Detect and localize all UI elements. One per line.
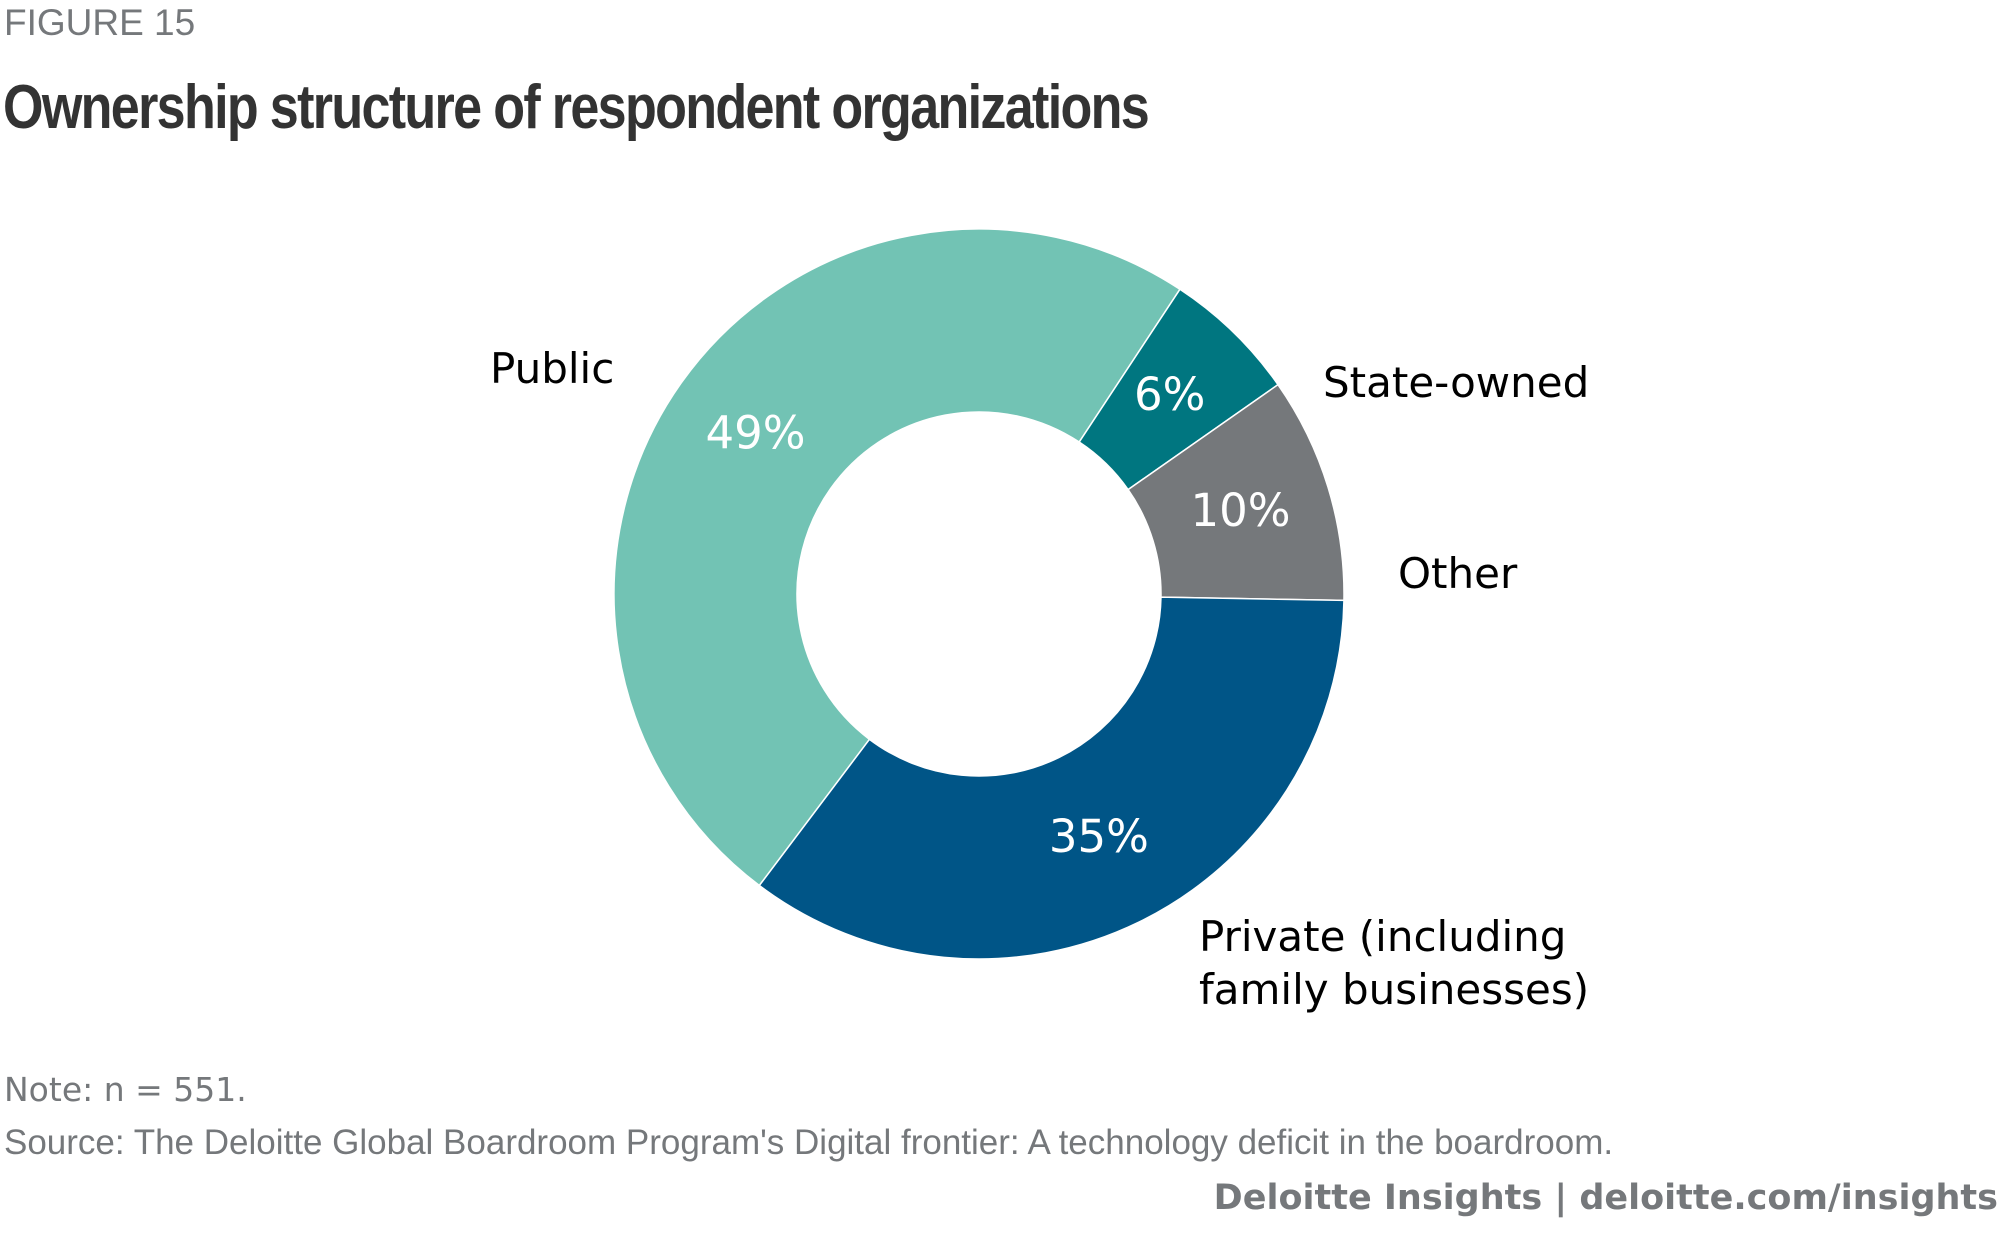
chart-title: Ownership structure of respondent organi… [3, 73, 1150, 142]
chart-note: Note: n = 551. [4, 1070, 247, 1109]
chart-source: Source: The Deloitte Global Boardroom Pr… [4, 1123, 1614, 1162]
slice-private-including-family-businesses [758, 596, 1345, 960]
data-label-public: 49% [705, 406, 805, 459]
publisher-credit: Deloitte Insights | deloitte.com/insight… [1213, 1178, 1998, 1218]
data-label-state-owned: 6% [1134, 368, 1205, 421]
category-label-state-owned: State-owned [1323, 358, 1589, 407]
slice-public [613, 228, 1181, 887]
category-label-private-line2: family businesses) [1199, 965, 1589, 1014]
data-label-private-including-family-businesses: 35% [1049, 810, 1149, 863]
figure-label: FIGURE 15 [4, 2, 196, 43]
data-label-other: 10% [1191, 484, 1291, 537]
category-label-public: Public [490, 344, 614, 393]
category-label-other: Other [1398, 549, 1518, 598]
category-label-private-line1: Private (including [1199, 912, 1566, 961]
donut-chart: 49% 6% 10% 35% Public State-owned Other Pri… [490, 228, 1589, 1014]
